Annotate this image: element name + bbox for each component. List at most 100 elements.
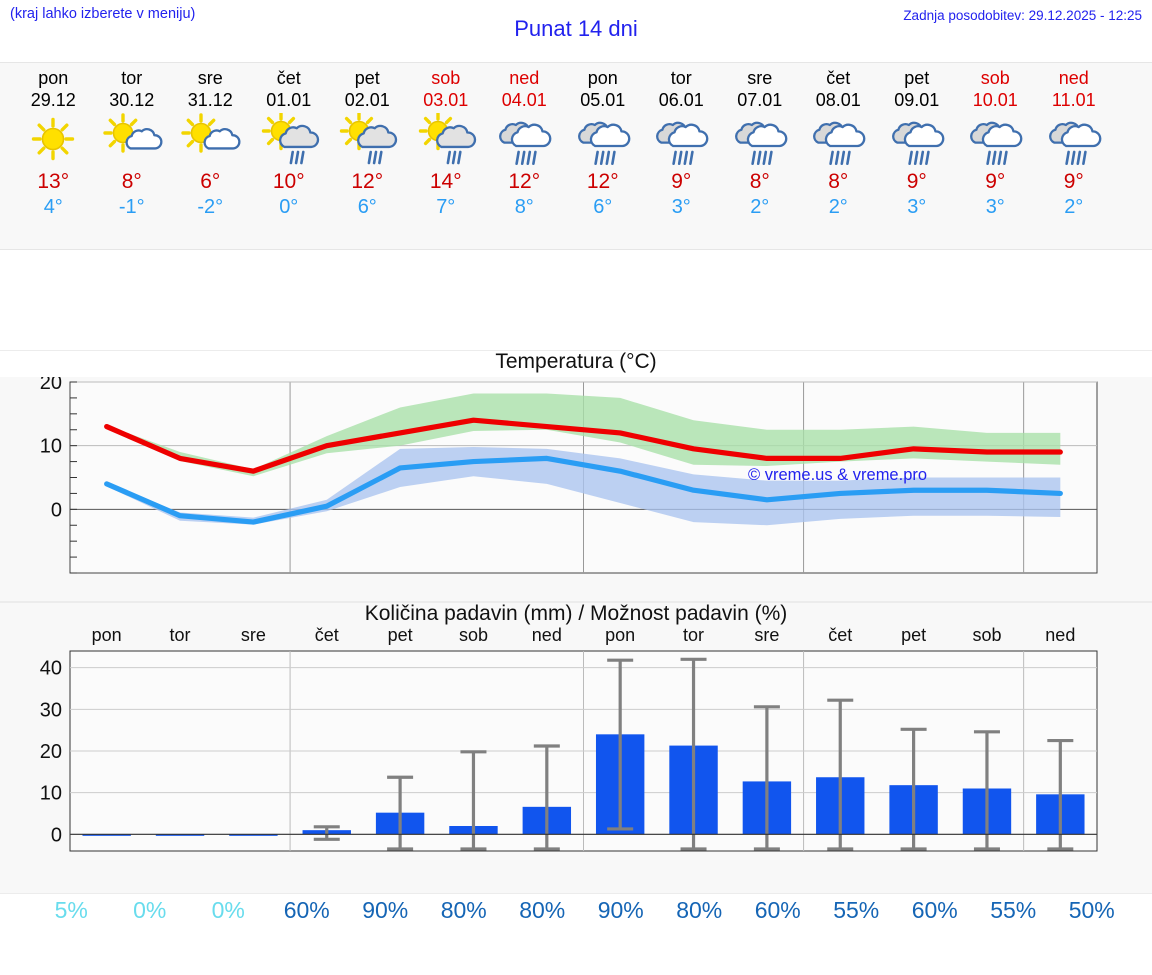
forecast-temp-min: 3° bbox=[671, 196, 691, 218]
forecast-day-date: 03.01 bbox=[423, 90, 469, 110]
forecast-temp-min: 6° bbox=[357, 196, 377, 218]
forecast-temp-min: 7° bbox=[436, 196, 456, 218]
x-axis-day-label: pon bbox=[605, 625, 635, 645]
forecast-day-date: 06.01 bbox=[658, 90, 704, 110]
forecast-day-date: 07.01 bbox=[737, 90, 783, 110]
forecast-temp-max: 10° bbox=[272, 170, 305, 193]
sun-cloud-rain-icon bbox=[250, 111, 329, 169]
forecast-temp-min: 2° bbox=[1064, 196, 1084, 218]
precipitation-probability: 0% bbox=[133, 897, 167, 923]
precipitation-probability: 5% bbox=[54, 897, 88, 923]
forecast-day-column[interactable]: sob 03.01 14° 7° bbox=[407, 63, 486, 249]
forecast-day-name: sob bbox=[980, 68, 1010, 88]
forecast-day-column[interactable]: ned 11.01 9° 2° bbox=[1035, 63, 1114, 249]
cloud-rain-icon bbox=[878, 111, 957, 169]
forecast-temp-min: 6° bbox=[593, 196, 613, 218]
page-header: (kraj lahko izberete v meniju) Punat 14 … bbox=[0, 0, 1152, 62]
watermark-label: © vreme.us & vreme.pro bbox=[748, 466, 928, 484]
x-axis-day-label: sre bbox=[241, 625, 266, 645]
forecast-temp-max: 13° bbox=[37, 170, 70, 193]
forecast-day-date: 10.01 bbox=[972, 90, 1018, 110]
precipitation-bar[interactable] bbox=[229, 834, 278, 836]
forecast-day-column[interactable]: pon 05.01 12° 6° bbox=[564, 63, 643, 249]
forecast-day-column[interactable]: tor 06.01 9° 3° bbox=[642, 63, 721, 249]
forecast-day-name: sob bbox=[431, 68, 461, 88]
x-axis-day-label: tor bbox=[683, 625, 704, 645]
sun-cloud-rain-icon bbox=[407, 111, 486, 169]
x-axis-day-label: tor bbox=[170, 625, 191, 645]
precipitation-probability: 60% bbox=[911, 897, 958, 923]
forecast-day-date: 11.01 bbox=[1051, 90, 1096, 110]
forecast-temp-min: 3° bbox=[907, 196, 927, 218]
sun-icon bbox=[14, 111, 93, 169]
precipitation-probability: 0% bbox=[211, 897, 245, 923]
forecast-day-column[interactable]: sre 31.12 6° -2° bbox=[171, 63, 250, 249]
precipitation-probability: 80% bbox=[440, 897, 487, 923]
forecast-temp-min: -1° bbox=[118, 196, 145, 218]
precipitation-probability: 90% bbox=[597, 897, 644, 923]
forecast-temp-max: 8° bbox=[749, 170, 770, 193]
temperature-chart-title: Temperatura (°C) bbox=[0, 351, 1152, 377]
forecast-day-name: sre bbox=[747, 68, 773, 88]
forecast-day-name: čet bbox=[826, 68, 851, 88]
forecast-day-date: 29.12 bbox=[30, 90, 76, 110]
forecast-day-date: 30.12 bbox=[109, 90, 155, 110]
forecast-temp-min: 4° bbox=[43, 196, 63, 218]
forecast-day-name: ned bbox=[509, 68, 540, 88]
forecast-day-name: sre bbox=[197, 68, 223, 88]
precipitation-chart-title: Količina padavin (mm) / Možnost padavin … bbox=[364, 602, 788, 625]
spacer bbox=[0, 250, 1152, 350]
x-axis-day-label: čet bbox=[315, 625, 339, 645]
forecast-day-column[interactable]: čet 08.01 8° 2° bbox=[799, 63, 878, 249]
forecast-day-column[interactable]: pon 29.12 13° 4° bbox=[14, 63, 93, 249]
forecast-temp-max: 9° bbox=[985, 170, 1006, 193]
forecast-temp-max: 8° bbox=[121, 170, 142, 193]
y-axis-tick-label: 20 bbox=[40, 372, 62, 394]
x-axis-day-label: sob bbox=[972, 625, 1001, 645]
last-update-label: Zadnja posodobitev: 29.12.2025 - 12:25 bbox=[903, 8, 1142, 23]
forecast-day-column[interactable]: pet 02.01 12° 6° bbox=[328, 63, 407, 249]
precipitation-probability-row: 5% 0% 0% 60% 90% 80% 80% 90% 80% 60% 55% 60% 55% 50% bbox=[0, 897, 1152, 924]
forecast-day-name: čet bbox=[276, 68, 301, 88]
forecast-temp-max: 14° bbox=[429, 170, 462, 193]
y-axis-tick-label: 20 bbox=[40, 741, 62, 763]
forecast-temp-max: 9° bbox=[671, 170, 692, 193]
forecast-temp-min: 0° bbox=[279, 196, 299, 218]
forecast-day-column[interactable]: sre 07.01 8° 2° bbox=[721, 63, 800, 249]
precipitation-bar[interactable] bbox=[82, 834, 131, 836]
forecast-day-column[interactable]: sob 10.01 9° 3° bbox=[956, 63, 1035, 249]
forecast-temp-min: 8° bbox=[514, 196, 534, 218]
temperature-series-line bbox=[104, 417, 1063, 474]
cloud-rain-icon bbox=[799, 111, 878, 169]
temperature-chart: 0 10 20 bbox=[0, 351, 1152, 601]
x-axis-day-label: sob bbox=[459, 625, 488, 645]
forecast-day-name: pon bbox=[587, 68, 618, 88]
cloud-rain-icon bbox=[564, 111, 643, 169]
x-axis-day-label: ned bbox=[532, 625, 562, 645]
forecast-day-name: tor bbox=[670, 68, 692, 88]
forecast-day-date: 04.01 bbox=[501, 90, 547, 110]
forecast-temp-max: 12° bbox=[586, 170, 619, 193]
precipitation-chart: pon tor sre čet pet sob ned pon tor sre čet pet sob n… bbox=[0, 603, 1152, 893]
location-menu-note[interactable]: (kraj lahko izberete v meniju) bbox=[10, 6, 196, 22]
x-axis-day-label: ned bbox=[1045, 625, 1075, 645]
forecast-temp-min: 2° bbox=[828, 196, 848, 218]
forecast-day-date: 02.01 bbox=[344, 90, 390, 110]
forecast-temp-min: 3° bbox=[985, 196, 1005, 218]
forecast-day-column[interactable]: pet 09.01 9° 3° bbox=[878, 63, 957, 249]
forecast-temp-max: 9° bbox=[1063, 170, 1084, 193]
y-axis-tick-label: 30 bbox=[40, 699, 62, 721]
forecast-day-column[interactable]: tor 30.12 8° -1° bbox=[93, 63, 172, 249]
forecast-day-column[interactable]: čet 01.01 10° 0° bbox=[250, 63, 329, 249]
forecast-day-date: 01.01 bbox=[266, 90, 312, 110]
cloud-rain-icon bbox=[721, 111, 800, 169]
precipitation-probability: 80% bbox=[676, 897, 723, 923]
sun-cloud-icon bbox=[93, 111, 172, 169]
forecast-day-column[interactable]: ned 04.01 12° 8° bbox=[485, 63, 564, 249]
precipitation-probability: 55% bbox=[833, 897, 880, 923]
precipitation-probability: 80% bbox=[519, 897, 566, 923]
forecast-day-date: 31.12 bbox=[187, 90, 233, 110]
y-axis-tick-label: 10 bbox=[40, 436, 62, 458]
precipitation-bar[interactable] bbox=[155, 834, 205, 836]
y-axis-tick-label: 0 bbox=[51, 499, 62, 521]
